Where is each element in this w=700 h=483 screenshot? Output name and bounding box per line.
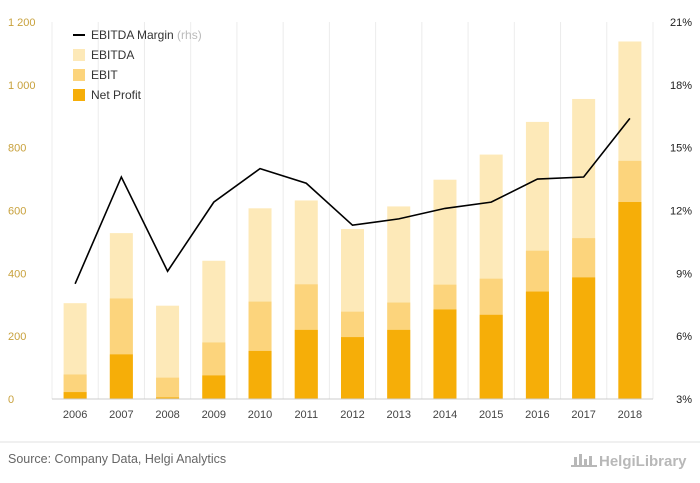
bar-net-profit-2011 bbox=[294, 329, 318, 399]
x-tick-label: 2012 bbox=[340, 409, 364, 421]
x-tick-label: 2007 bbox=[109, 409, 133, 421]
x-tick-label: 2014 bbox=[433, 409, 457, 421]
x-tick-label: 2015 bbox=[479, 409, 503, 421]
legend-label-ebit: EBIT bbox=[91, 68, 118, 82]
x-tick-label: 2010 bbox=[248, 409, 272, 421]
legend-label-net-profit: Net Profit bbox=[91, 88, 142, 102]
axis-layer: 0 200 400 600 800 1 000 1 200 3% 6% 9% 12% 15% 18% 21… bbox=[8, 17, 692, 421]
y-right-tick-label: 9% bbox=[676, 268, 692, 280]
y-left-tick-label: 1 000 bbox=[8, 80, 36, 92]
helgi-library-logo-icon bbox=[571, 454, 597, 467]
bar-ebitda-2008 bbox=[156, 305, 180, 399]
bar-net-profit-2006 bbox=[63, 392, 87, 399]
bar-net-profit-2017 bbox=[572, 277, 596, 399]
bars-layer bbox=[63, 41, 642, 400]
y-right-tick-label: 6% bbox=[676, 331, 692, 343]
bar-net-profit-2009 bbox=[202, 375, 226, 399]
legend-swatch-ebit bbox=[73, 69, 85, 81]
line-layer bbox=[74, 117, 631, 285]
x-tick-label: 2013 bbox=[386, 409, 410, 421]
x-tick-label: 2016 bbox=[525, 409, 549, 421]
x-tick-label: 2009 bbox=[202, 409, 226, 421]
y-left-tick-label: 0 bbox=[8, 394, 14, 406]
legend-sub-ebitda-margin: (rhs) bbox=[174, 28, 202, 42]
bar-net-profit-2018 bbox=[618, 202, 642, 399]
y-left-tick-label: 800 bbox=[8, 143, 26, 155]
y-right-tick-label: 12% bbox=[670, 206, 692, 218]
legend-label-ebitda: EBITDA bbox=[91, 48, 134, 62]
line-ebitda-margin bbox=[74, 117, 631, 285]
y-right-tick-label: 21% bbox=[670, 17, 692, 29]
y-right-tick-label: 18% bbox=[670, 80, 692, 92]
brand-name: HelgiLibrary bbox=[599, 453, 687, 470]
y-left-tick-label: 600 bbox=[8, 206, 26, 218]
bar-net-profit-2014 bbox=[433, 309, 457, 399]
x-tick-label: 2017 bbox=[571, 409, 595, 421]
y-left-tick-label: 200 bbox=[8, 331, 26, 343]
legend-swatch-ebitda bbox=[73, 49, 85, 61]
grid-layer bbox=[51, 22, 654, 399]
x-tick-label: 2011 bbox=[294, 409, 318, 421]
x-tick-label: 2018 bbox=[618, 409, 642, 421]
x-tick-label: 2008 bbox=[155, 409, 179, 421]
y-right-tick-label: 3% bbox=[676, 394, 692, 406]
legend-swatch-net-profit bbox=[73, 89, 85, 101]
bar-net-profit-2013 bbox=[387, 329, 411, 399]
legend: EBITDA Margin (rhs) EBITDA EBIT Net Profit bbox=[73, 28, 202, 102]
bar-ebit-2008 bbox=[156, 377, 180, 399]
x-tick-label: 2006 bbox=[63, 409, 87, 421]
bar-net-profit-2010 bbox=[248, 350, 272, 399]
bar-net-profit-2008 bbox=[156, 397, 180, 399]
y-right-tick-label: 15% bbox=[670, 143, 692, 155]
bar-net-profit-2012 bbox=[341, 337, 364, 399]
bar-net-profit-2016 bbox=[525, 291, 549, 399]
bar-net-profit-2007 bbox=[109, 354, 133, 399]
y-left-tick-label: 400 bbox=[8, 268, 26, 280]
bar-net-profit-2015 bbox=[479, 314, 503, 399]
source-note: Source: Company Data, Helgi Analytics bbox=[8, 452, 226, 466]
legend-label-ebitda-margin: EBITDA Margin (rhs) bbox=[91, 28, 202, 42]
y-left-tick-label: 1 200 bbox=[8, 17, 36, 29]
